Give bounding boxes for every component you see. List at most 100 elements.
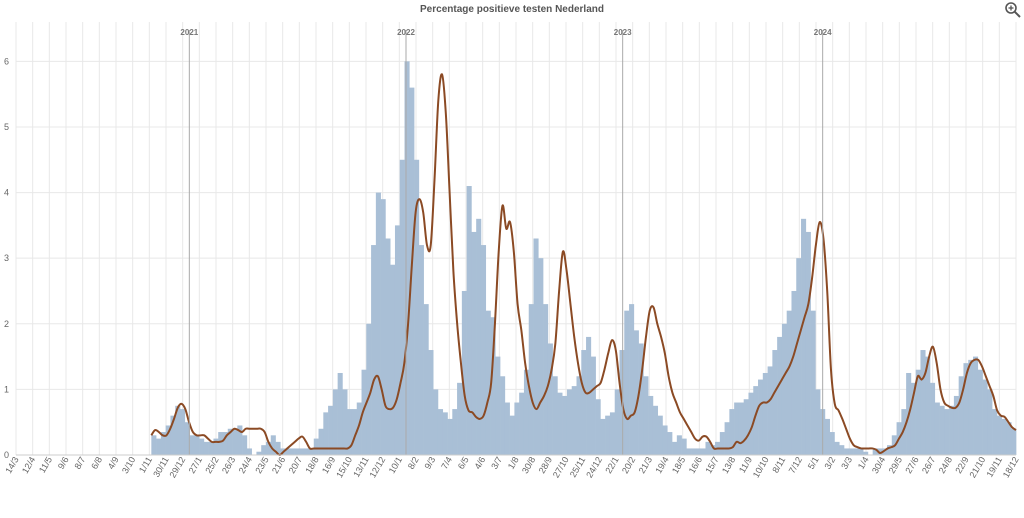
x-tick-label: 6/5 (456, 455, 471, 471)
daily-bar (953, 395, 959, 455)
daily-bar (270, 435, 276, 455)
y-tick-label: 4 (4, 188, 9, 198)
daily-bar (213, 438, 219, 455)
daily-bar (380, 199, 386, 455)
daily-bar (748, 392, 754, 455)
y-tick-label: 6 (4, 56, 9, 66)
y-tick-label: 3 (4, 253, 9, 263)
daily-bar (695, 448, 702, 455)
daily-bar (1006, 422, 1012, 455)
daily-bar (237, 425, 243, 455)
daily-bar (299, 448, 305, 455)
daily-bar (394, 225, 401, 455)
daily-bar (973, 356, 979, 455)
x-tick-label: 11/5 (37, 455, 54, 475)
x-tick-label: 19/4 (653, 455, 670, 475)
daily-bar (528, 304, 534, 455)
x-tick-label: 3/2 (822, 455, 837, 471)
daily-bar (996, 415, 1002, 455)
daily-bar (571, 386, 577, 455)
daily-bar (552, 376, 558, 455)
x-tick-label: 13/8 (720, 455, 737, 475)
daily-bar (834, 441, 840, 455)
x-tick-label: 25/2 (203, 455, 220, 475)
daily-bar (514, 402, 520, 455)
x-tick-label: 27/10 (551, 455, 571, 480)
x-tick-label: 20/2 (620, 455, 637, 475)
x-tick-label: 1/8 (506, 455, 521, 471)
daily-bar (414, 159, 420, 455)
x-tick-label: 18/5 (670, 455, 687, 475)
daily-bar (399, 159, 405, 455)
daily-bar (523, 369, 530, 455)
x-tick-label: 29/5 (887, 455, 904, 475)
x-tick-label: 21/3 (637, 455, 654, 475)
zoom-in-icon[interactable] (1004, 1, 1022, 19)
daily-bar (485, 310, 491, 455)
daily-bar (385, 238, 391, 455)
daily-bar (968, 359, 974, 455)
daily-bar (605, 415, 611, 455)
daily-bar (199, 438, 205, 455)
x-tick-label: 15/10 (334, 455, 354, 480)
x-tick-label: 21/6 (270, 455, 287, 475)
daily-bar (672, 441, 678, 455)
daily-bar (285, 448, 291, 455)
y-tick-label: 2 (4, 319, 9, 329)
daily-bar (643, 376, 649, 455)
x-tick-label: 15/7 (703, 455, 720, 475)
daily-bar (614, 389, 620, 455)
daily-bar (791, 290, 797, 455)
daily-bar (347, 409, 353, 455)
daily-bar (433, 389, 439, 455)
daily-bar (858, 448, 864, 455)
daily-bar (767, 366, 773, 455)
daily-bar (801, 218, 807, 455)
daily-bar (872, 448, 878, 455)
daily-bar (504, 402, 510, 455)
daily-bar (796, 258, 802, 455)
daily-bar (227, 428, 233, 455)
daily-bar (547, 343, 553, 455)
daily-bar (495, 356, 501, 455)
daily-bar (246, 448, 252, 455)
x-tick-label: 8/2 (406, 455, 421, 471)
daily-bar (203, 441, 209, 455)
daily-bar (753, 386, 759, 455)
x-tick-label: 26/7 (920, 455, 937, 475)
line-layer (150, 73, 1017, 456)
daily-bar (151, 435, 157, 455)
daily-bar (538, 258, 544, 455)
x-tick-label: 10/10 (751, 455, 771, 480)
daily-bar (786, 310, 792, 455)
x-tick-label: 10/1 (387, 455, 404, 475)
daily-bar (356, 402, 362, 455)
daily-bar (839, 445, 845, 455)
x-tick-label: 12/4 (20, 455, 37, 475)
daily-bar (691, 448, 697, 455)
daily-bar (428, 350, 434, 455)
daily-bar (719, 432, 725, 455)
daily-bar (772, 350, 778, 455)
smoothed-trend-line (150, 73, 1017, 456)
daily-bar (418, 245, 424, 455)
daily-bar (676, 435, 682, 455)
year-marker-label: 2023 (614, 28, 632, 37)
year-marker-label: 2022 (397, 28, 415, 37)
daily-bar (657, 415, 663, 455)
daily-bar (232, 428, 238, 455)
x-tick-label: 18/12 (1001, 455, 1021, 480)
x-tick-label: 24/4 (237, 455, 254, 475)
x-tick-label: 21/10 (967, 455, 987, 480)
daily-bar (848, 448, 854, 455)
daily-bar (724, 422, 730, 455)
daily-bar (815, 389, 821, 455)
daily-bar (184, 422, 190, 455)
year-marker-label: 2021 (180, 28, 198, 37)
daily-bar (934, 402, 940, 455)
daily-bar (882, 448, 888, 455)
y-tick-label: 1 (4, 384, 9, 394)
daily-bar (457, 382, 463, 455)
x-tick-label: 12/12 (367, 455, 387, 480)
daily-bar (265, 441, 272, 455)
